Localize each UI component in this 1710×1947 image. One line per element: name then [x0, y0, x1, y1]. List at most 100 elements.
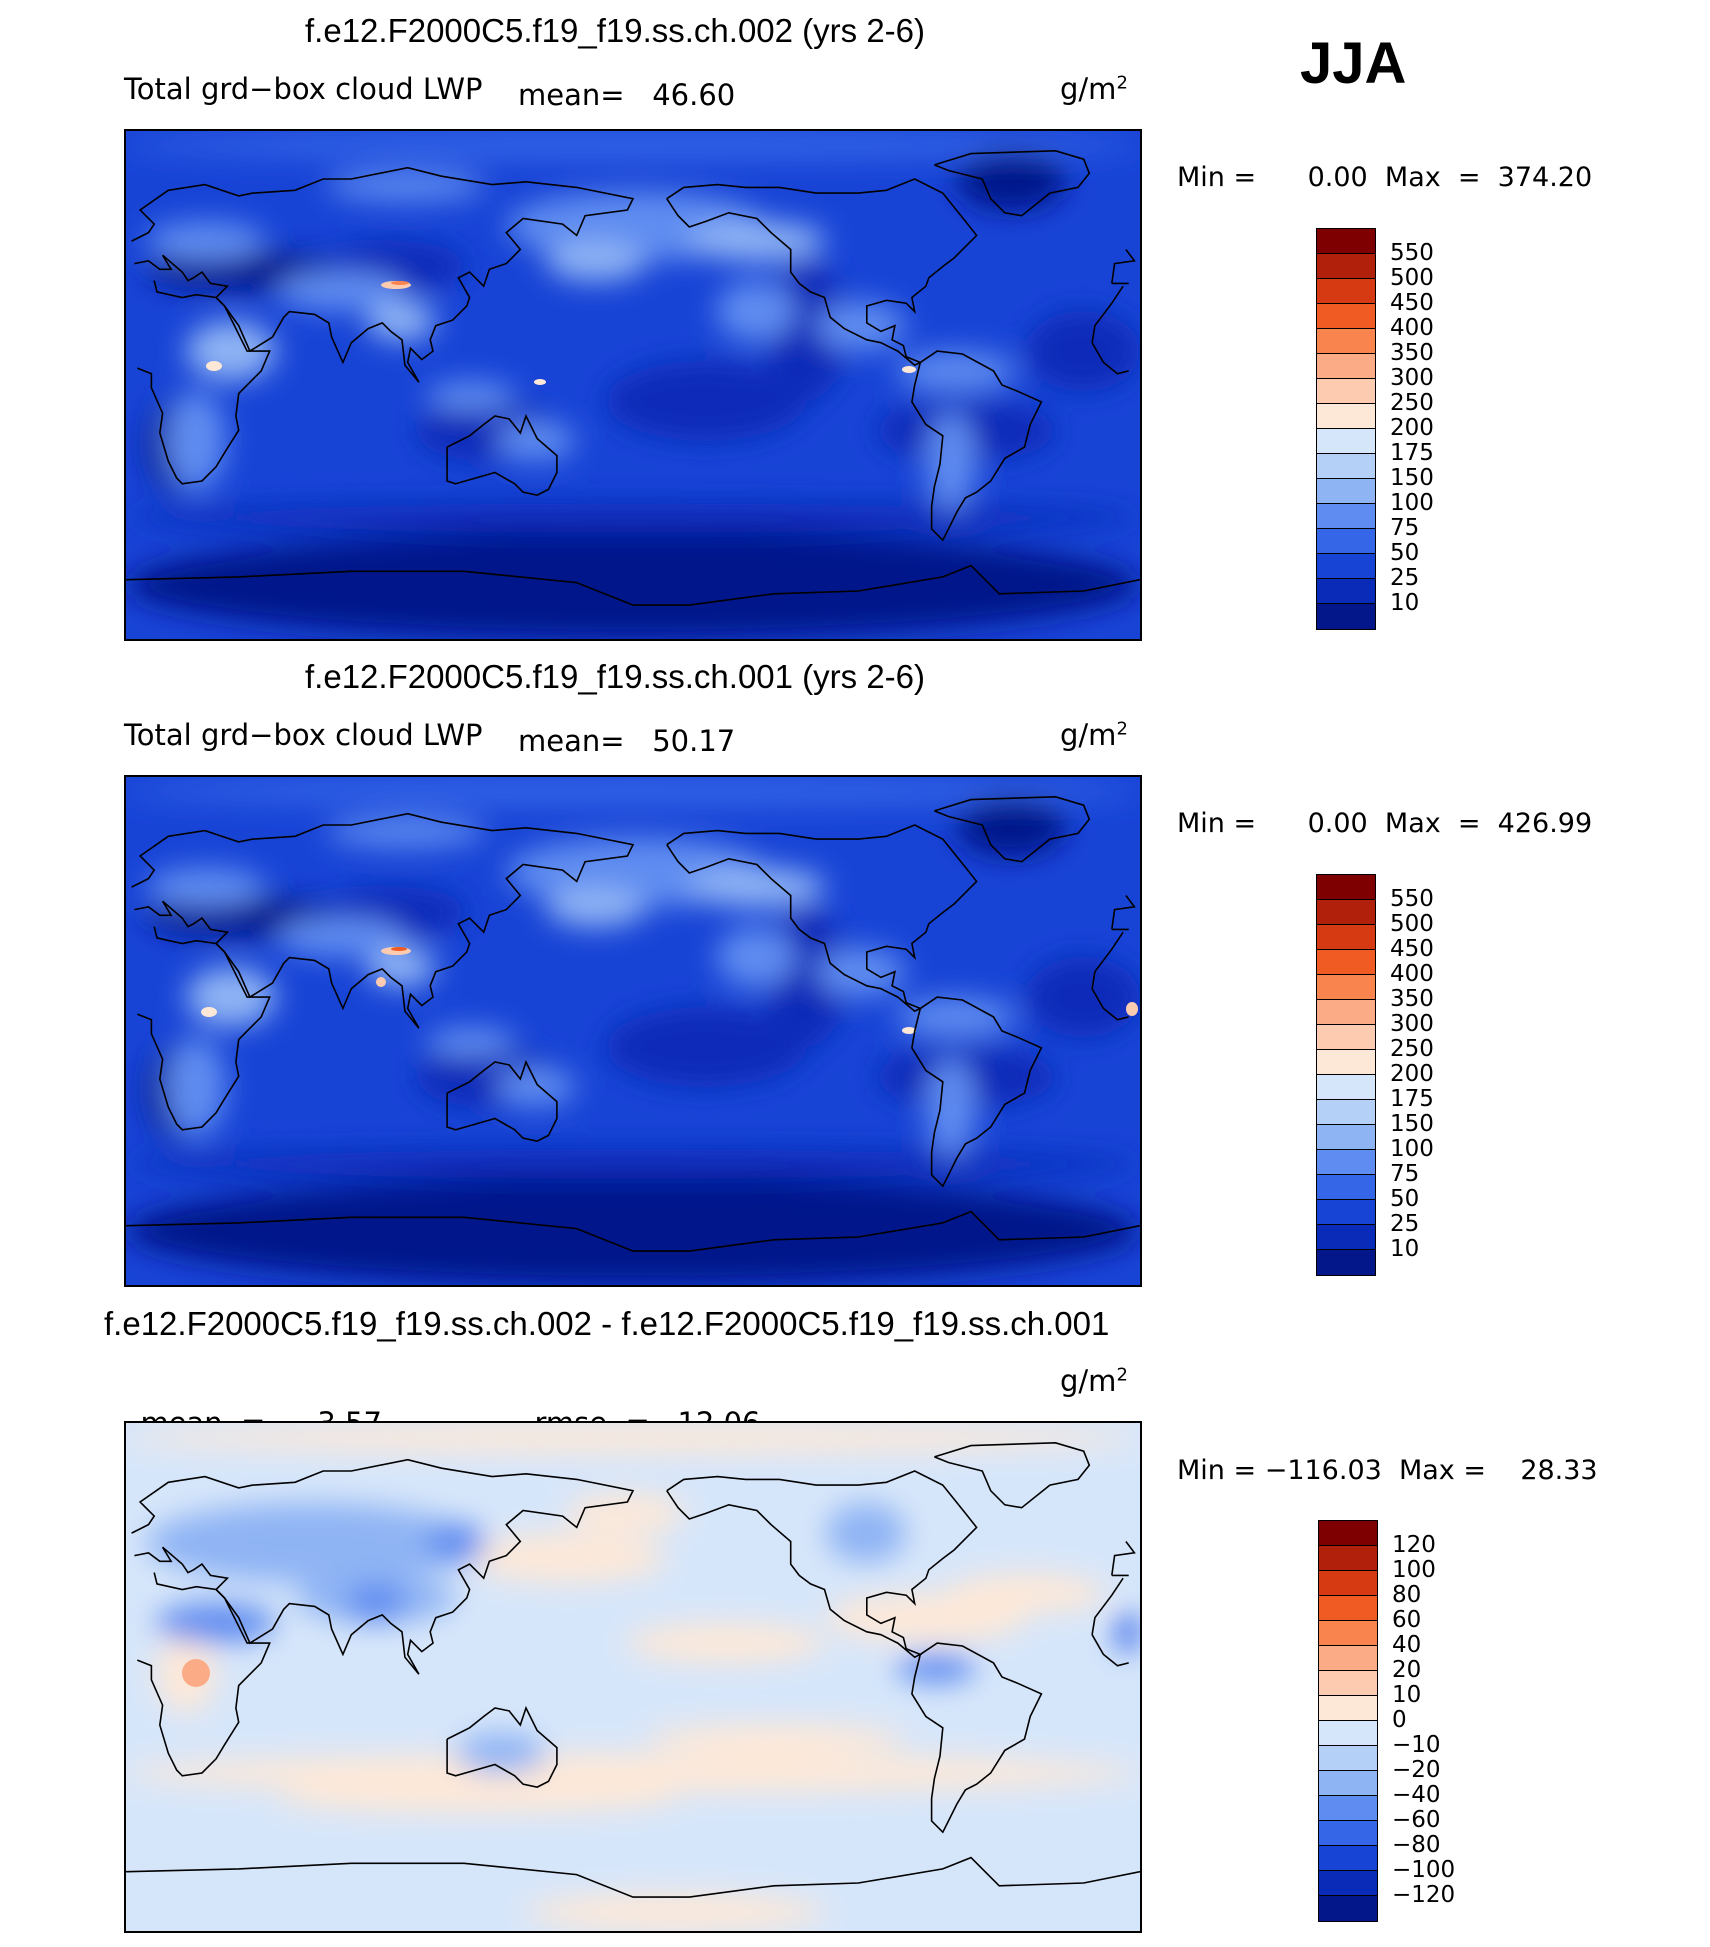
colorbar-swatch [1318, 1620, 1378, 1647]
colorbar-label: 200 [1390, 1061, 1434, 1087]
colorbar-swatch [1316, 603, 1376, 630]
colorbar-swatch [1316, 874, 1376, 901]
panel-1-title: f.e12.F2000C5.f19_f19.ss.ch.002 (yrs 2-6… [305, 12, 926, 49]
colorbar-swatch [1316, 1049, 1376, 1076]
colorbar-label: 50 [1390, 540, 1420, 566]
colorbar-label: 100 [1392, 1557, 1436, 1583]
colorbar-swatch [1318, 1695, 1378, 1722]
colorbar-swatch [1318, 1870, 1378, 1897]
colorbar-swatch [1316, 924, 1376, 951]
colorbar-swatch [1318, 1595, 1378, 1622]
colorbar-swatch [1316, 1199, 1376, 1226]
colorbar-label: 75 [1390, 515, 1420, 541]
colorbar-swatch [1316, 1124, 1376, 1151]
panel-3-map [124, 1421, 1142, 1933]
colorbar-label: 350 [1390, 340, 1434, 366]
colorbar-label: 100 [1390, 1136, 1434, 1162]
colorbar-label: 0 [1392, 1707, 1407, 1733]
colorbar-swatch [1316, 999, 1376, 1026]
colorbar-swatch [1318, 1545, 1378, 1572]
panel-3-units: g/m2 [1060, 1364, 1128, 1398]
colorbar-swatch [1318, 1770, 1378, 1797]
colorbar-label: 550 [1390, 240, 1434, 266]
colorbar-label: 40 [1392, 1632, 1422, 1658]
colorbar-swatch [1316, 1099, 1376, 1126]
colorbar-label: 100 [1390, 490, 1434, 516]
colorbar-swatch [1316, 303, 1376, 330]
colorbar-swatch [1316, 403, 1376, 430]
colorbar-swatch [1316, 1174, 1376, 1201]
colorbar-swatch [1316, 528, 1376, 555]
panel-3-title: f.e12.F2000C5.f19_f19.ss.ch.002 - f.e12.… [104, 1305, 1110, 1342]
panel-2-map [124, 775, 1142, 1287]
colorbar-label: 250 [1390, 1036, 1434, 1062]
colorbar-swatch [1316, 478, 1376, 505]
colorbar-swatch [1316, 1149, 1376, 1176]
colorbar-swatch [1318, 1820, 1378, 1847]
colorbar-label: 500 [1390, 265, 1434, 291]
colorbar-label: 400 [1390, 315, 1434, 341]
colorbar-swatch [1318, 1745, 1378, 1772]
colorbar-label: −60 [1392, 1807, 1441, 1833]
panel-1-mean: mean= 46.60 [518, 78, 736, 112]
colorbar-label: −40 [1392, 1782, 1441, 1808]
colorbar-swatch [1318, 1645, 1378, 1672]
colorbar-swatch [1316, 1024, 1376, 1051]
colorbar-swatch [1316, 278, 1376, 305]
colorbar-label: 120 [1392, 1532, 1436, 1558]
panel-1-variable: Total grd−box cloud LWP [124, 72, 483, 106]
colorbar-label: 10 [1392, 1682, 1422, 1708]
colorbar-swatch [1318, 1720, 1378, 1747]
panel-3-minmax: Min = −116.03 Max = 28.33 [1177, 1455, 1598, 1486]
colorbar-swatch [1316, 974, 1376, 1001]
colorbar-label: 200 [1390, 415, 1434, 441]
colorbar-swatch [1316, 553, 1376, 580]
colorbar-label: 10 [1390, 590, 1420, 616]
colorbar-label: 50 [1390, 1186, 1420, 1212]
colorbar-swatch [1316, 353, 1376, 380]
colorbar-swatch [1316, 1224, 1376, 1251]
colorbar-swatch [1316, 253, 1376, 280]
panel-2-variable: Total grd−box cloud LWP [124, 718, 483, 752]
colorbar-label: −10 [1392, 1732, 1441, 1758]
panel-2-minmax: Min = 0.00 Max = 426.99 [1177, 808, 1593, 839]
colorbar-label: 350 [1390, 986, 1434, 1012]
colorbar-label: −80 [1392, 1832, 1441, 1858]
colorbar-swatch [1318, 1795, 1378, 1822]
colorbar-label: −20 [1392, 1757, 1441, 1783]
panel-1-map [124, 129, 1142, 641]
colorbar-label: 10 [1390, 1236, 1420, 1262]
colorbar-swatch [1316, 1249, 1376, 1276]
colorbar-label: 550 [1390, 886, 1434, 912]
colorbar-swatch [1316, 949, 1376, 976]
colorbar-label: 80 [1392, 1582, 1422, 1608]
panel-2-title: f.e12.F2000C5.f19_f19.ss.ch.001 (yrs 2-6… [305, 658, 926, 695]
colorbar-swatch [1316, 503, 1376, 530]
colorbar-label: 150 [1390, 465, 1434, 491]
colorbar-label: 25 [1390, 565, 1420, 591]
colorbar-label: 175 [1390, 1086, 1434, 1112]
colorbar-label: 250 [1390, 390, 1434, 416]
colorbar-label: 60 [1392, 1607, 1422, 1633]
colorbar-swatch [1318, 1570, 1378, 1597]
colorbar-label: 450 [1390, 290, 1434, 316]
colorbar-swatch [1316, 228, 1376, 255]
panel-2-mean: mean= 50.17 [518, 724, 736, 758]
colorbar-label: 300 [1390, 1011, 1434, 1037]
colorbar-swatch [1316, 453, 1376, 480]
panel-1-units: g/m2 [1060, 72, 1128, 106]
colorbar-label: −120 [1392, 1882, 1456, 1908]
colorbar-swatch [1316, 1074, 1376, 1101]
colorbar-swatch [1318, 1895, 1378, 1922]
colorbar-label: 75 [1390, 1161, 1420, 1187]
colorbar-swatch [1318, 1670, 1378, 1697]
colorbar-label: 500 [1390, 911, 1434, 937]
panel-1-minmax: Min = 0.00 Max = 374.20 [1177, 162, 1593, 193]
colorbar-swatch [1316, 378, 1376, 405]
colorbar-swatch [1316, 428, 1376, 455]
panel-2-units: g/m2 [1060, 718, 1128, 752]
colorbar-label: 20 [1392, 1657, 1422, 1683]
colorbar-swatch [1316, 899, 1376, 926]
colorbar-swatch [1318, 1520, 1378, 1547]
colorbar-label: 450 [1390, 936, 1434, 962]
